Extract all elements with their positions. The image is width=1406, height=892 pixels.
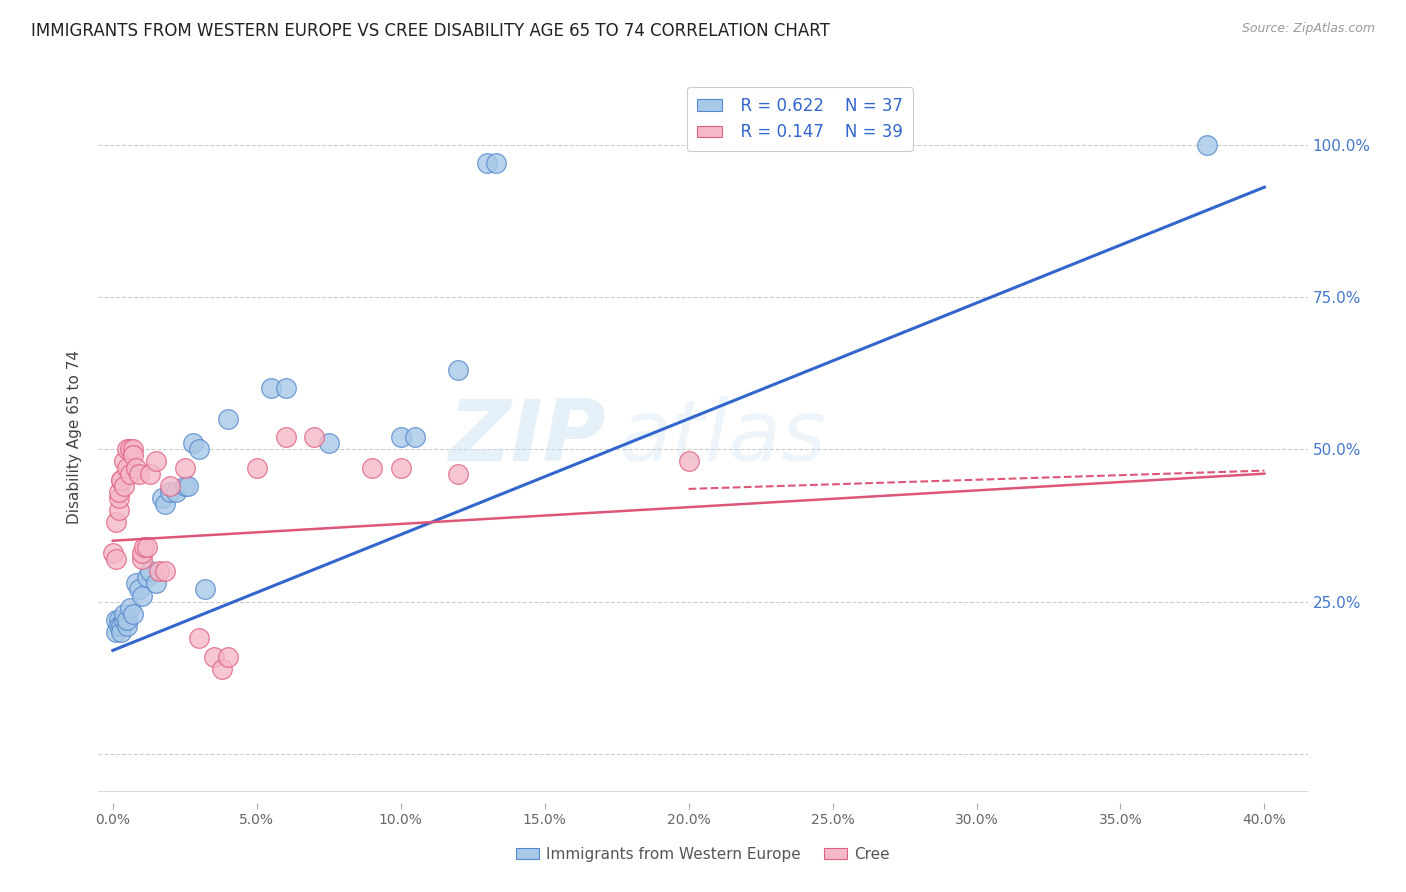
Point [260,381,283,395]
Point [131,546,153,560]
Text: IMMIGRANTS FROM WESTERN EUROPE VS CREE DISABILITY AGE 65 TO 74 CORRELATION CHART: IMMIGRANTS FROM WESTERN EUROPE VS CREE D… [31,22,830,40]
Point [110,473,132,487]
Point [107,613,129,627]
Point [107,491,129,505]
Point [678,454,700,468]
Point [176,479,198,493]
Point [246,460,269,475]
Point [122,607,145,621]
Point [112,479,135,493]
Point [115,442,138,457]
Point [173,479,195,493]
Point [139,467,162,481]
Point [128,467,150,481]
Point [217,412,239,426]
Point [194,582,217,597]
Point [122,442,145,457]
Point [139,564,162,578]
Point [159,485,181,500]
Point [104,613,127,627]
Point [145,454,167,468]
Point [304,430,326,444]
Point [202,649,225,664]
Point [274,430,297,444]
Point [475,156,498,170]
Legend: Immigrants from Western Europe, Cree: Immigrants from Western Europe, Cree [510,841,896,868]
Point [104,516,127,530]
Point [188,442,211,457]
Point [128,582,150,597]
Point [107,485,129,500]
Point [136,570,159,584]
Point [125,576,148,591]
Point [274,381,297,395]
Point [122,448,145,462]
Point [125,460,148,475]
Point [112,454,135,468]
Point [136,540,159,554]
Point [145,576,167,591]
Point [112,613,135,627]
Point [107,503,129,517]
Point [318,436,340,450]
Point [120,600,142,615]
Point [115,460,138,475]
Point [110,625,132,640]
Point [217,649,239,664]
Point [134,540,156,554]
Point [188,632,211,646]
Point [112,607,135,621]
Point [153,564,176,578]
Point [107,619,129,633]
Point [361,460,384,475]
Point [389,430,412,444]
Point [485,156,508,170]
Point [104,552,127,566]
Point [148,564,170,578]
Point [165,485,187,500]
Point [389,460,412,475]
Point [110,619,132,633]
Point [115,619,138,633]
Point [104,625,127,640]
Point [115,613,138,627]
Point [447,363,470,377]
Point [101,546,124,560]
Point [183,436,205,450]
Point [131,552,153,566]
Point [211,662,233,676]
Point [120,442,142,457]
Text: Source: ZipAtlas.com: Source: ZipAtlas.com [1241,22,1375,36]
Point [447,467,470,481]
Point [131,589,153,603]
Point [153,497,176,511]
Text: ZIP: ZIP [449,395,606,479]
Point [404,430,426,444]
Point [159,479,181,493]
Text: atlas: atlas [619,395,827,479]
Point [120,467,142,481]
Point [150,491,173,505]
Y-axis label: Disability Age 65 to 74: Disability Age 65 to 74 [67,350,83,524]
Point [1195,137,1218,152]
Point [173,460,195,475]
Point [110,473,132,487]
